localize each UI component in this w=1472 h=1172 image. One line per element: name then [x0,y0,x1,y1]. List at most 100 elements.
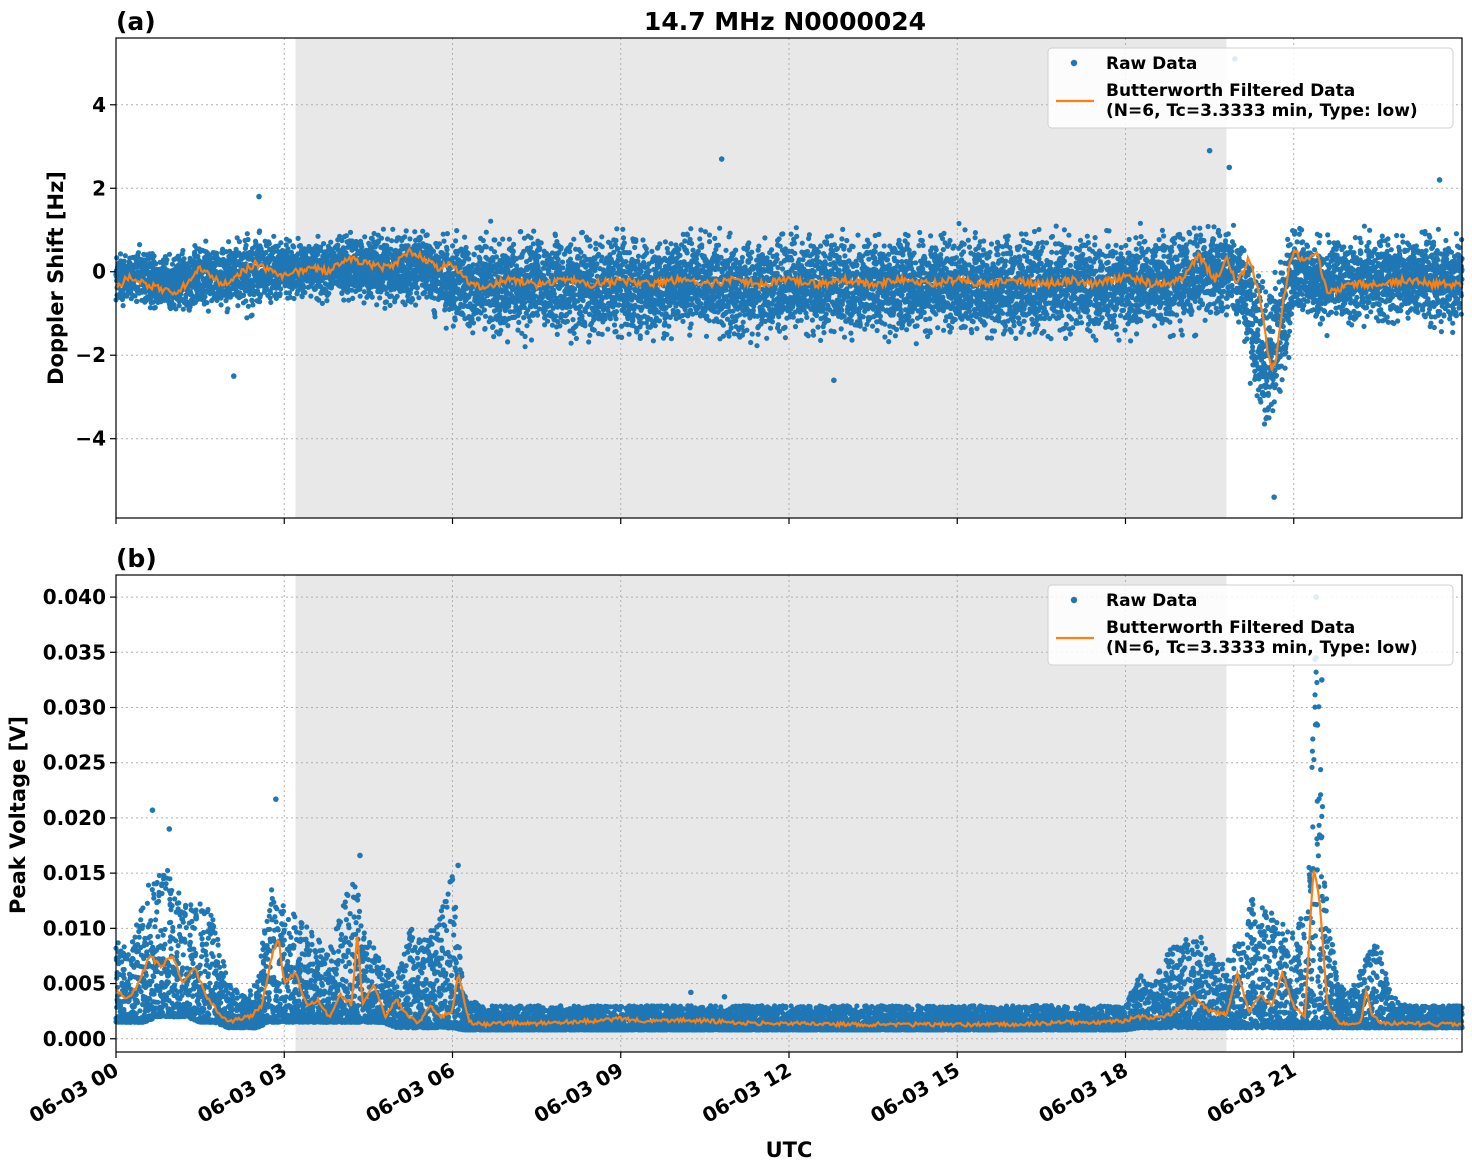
panel-a-raw-point [245,236,251,243]
panel-a-raw-point [516,319,522,325]
panel-a-raw-point [359,244,365,250]
panel-a-raw-point [528,337,535,343]
panel-a-raw-point [567,256,574,262]
panel-a-raw-point [720,322,727,328]
panel-a-raw-point [649,248,655,254]
panel-a-raw-point [385,256,391,262]
panel-a-raw-point [599,331,605,337]
panel-a-raw-point [613,237,619,244]
panel-a-raw-point [432,314,438,320]
panel-a-raw-point [554,331,560,337]
panel-a-raw-point [730,308,736,314]
panel-a-raw-point [319,300,325,306]
panel-a-raw-point [436,241,443,247]
panel-a-raw-point [441,238,447,244]
panel-a-raw-point [522,299,528,306]
panel-a-raw-point [380,226,386,232]
panel-a-raw-point [614,226,620,232]
panel-a-raw-point [414,290,420,296]
panel-a-raw-point [295,235,301,241]
panel-a-raw-point [326,290,332,296]
panel-a-raw-point [361,289,367,295]
panel-a-raw-point [121,258,127,264]
panel-a-raw-point [394,293,400,299]
panel-a-raw-point [152,304,158,311]
panel-a-raw-point [308,293,314,299]
panel-a-raw-point [166,294,172,300]
panel-a-raw-point [195,253,201,259]
panel-a-raw-point [571,330,577,336]
panel-a-raw-point [236,239,242,245]
panel-a-raw-point [586,237,593,243]
panel-a-raw-point [257,228,263,234]
panel-a-raw-point [235,303,241,309]
panel-a-raw-point [560,265,566,271]
panel-a-raw-point [286,238,293,244]
panel-a-raw-point [571,236,577,242]
panel-a-raw-point [609,271,615,277]
panel-a-raw-point [132,293,138,299]
panel-a-raw-point [689,240,695,247]
panel-a-raw-point [137,242,143,248]
panel-a-raw-point [151,253,157,259]
panel-a-raw-point [646,268,652,274]
panel-a-raw-point [134,298,140,304]
panel-a-raw-point [302,289,308,296]
panel-a-raw-data-points [113,218,1465,427]
panel-a-raw-point [727,230,733,236]
panel-a-raw-point [490,324,496,330]
panel-a-raw-point [505,339,511,345]
panel-a-raw-point [482,325,488,332]
panel-a-raw-point [579,229,586,235]
panel-a-raw-point [350,295,356,301]
panel-a-raw-point [613,316,619,322]
panel-a-raw-point [243,242,249,248]
panel-a-raw-point [522,333,528,340]
panel-a-raw-point [668,336,675,342]
panel-a-raw-point [387,302,393,308]
panel-a-raw-point [328,239,334,245]
panel-a-raw-point [706,239,713,245]
panel-a-raw-point [684,250,690,256]
panel-a-raw-point [470,320,477,326]
panel-a-raw-point [475,316,481,322]
panel-a-raw-point [249,298,255,304]
panel-a-raw-point [390,226,396,232]
panel-a-raw-point [270,249,277,255]
panel-a-raw-point [403,228,409,234]
panel-a-raw-point [702,229,709,235]
panel-a-raw-point [717,225,723,231]
panel-a-raw-point [171,302,177,308]
panel-a-raw-point [619,334,625,340]
panel-a-raw-point [521,315,527,321]
panel-a-raw-point [555,256,561,262]
panel-a-raw-point [382,305,388,311]
panel-a-raw-point [471,252,477,258]
panel-a-raw-point [205,308,211,314]
panel-a-raw-point [442,307,448,313]
panel-a-raw-point [187,304,193,310]
panel-a-raw-point [450,323,456,329]
panel-a-raw-point [117,251,124,257]
panel-a-raw-point [214,250,220,256]
panel-a-raw-point [343,233,349,239]
panel-a-raw-point [522,344,528,350]
panel-a-raw-point [698,301,704,307]
panel-a-raw-point [249,312,255,318]
panel-a-raw-point [357,293,363,299]
panel-a-raw-point [173,306,179,312]
panel-a-raw-point [291,295,297,302]
panel-a-raw-point [225,306,231,312]
panel-a-raw-point [245,303,251,309]
panel-a-raw-point [621,240,627,246]
panel-a-raw-point [528,235,534,241]
panel-a-raw-point [277,291,283,297]
panel-a-raw-point [644,250,650,256]
panel-a-raw-point [506,236,512,242]
panel-a-raw-point [558,244,564,251]
panel-a-raw-point [335,242,341,248]
panel-a-raw-point [114,255,120,261]
panel-a-raw-point [536,254,542,260]
panel-a-raw-point [635,253,642,259]
